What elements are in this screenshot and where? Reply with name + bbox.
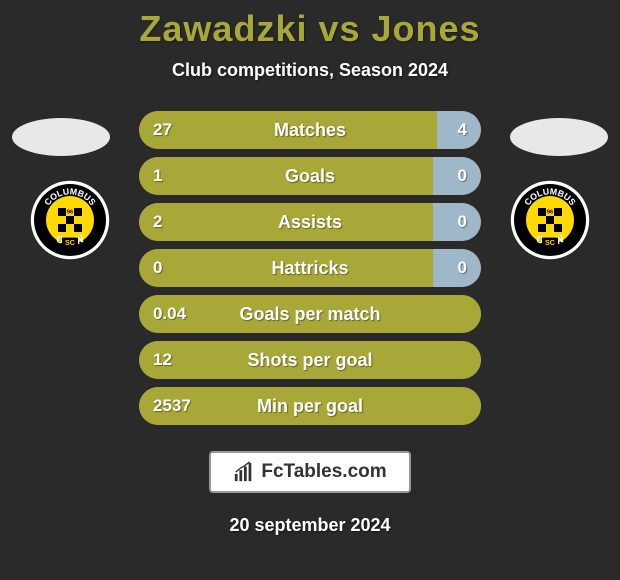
stat-label: Goals	[139, 166, 481, 187]
stat-value-right: 0	[458, 166, 467, 186]
subtitle: Club competitions, Season 2024	[172, 60, 448, 81]
player-avatar-left	[12, 118, 110, 156]
brand-badge: FcTables.com	[209, 451, 410, 493]
chart-icon	[233, 461, 255, 483]
svg-text:SC: SC	[545, 238, 555, 247]
stat-label: Assists	[139, 212, 481, 233]
svg-text:SC: SC	[65, 238, 75, 247]
stat-row: 2537Min per goal	[139, 387, 481, 425]
stat-row: 0Hattricks0	[139, 249, 481, 287]
brand-text: FcTables.com	[261, 461, 386, 483]
stat-row: 1Goals0	[139, 157, 481, 195]
stat-value-right: 0	[458, 258, 467, 278]
comparison-card: Zawadzki vs Jones Club competitions, Sea…	[0, 0, 620, 580]
stat-row: 2Assists0	[139, 203, 481, 241]
stats-list: 27Matches41Goals02Assists00Hattricks00.0…	[139, 111, 481, 425]
svg-text:96: 96	[547, 210, 553, 216]
stat-label: Min per goal	[139, 396, 481, 417]
stat-label: Matches	[139, 120, 481, 141]
page-title: Zawadzki vs Jones	[139, 8, 480, 50]
stat-value-right: 4	[458, 120, 467, 140]
stat-label: Hattricks	[139, 258, 481, 279]
stat-value-right: 0	[458, 212, 467, 232]
stat-label: Goals per match	[139, 304, 481, 325]
stat-row: 12Shots per goal	[139, 341, 481, 379]
player-avatar-right	[510, 118, 608, 156]
svg-text:96: 96	[67, 210, 73, 216]
club-logo-right: COLUMBUS CREW 96 SC	[510, 180, 590, 260]
stat-label: Shots per goal	[139, 350, 481, 371]
stat-row: 0.04Goals per match	[139, 295, 481, 333]
date-label: 20 september 2024	[229, 515, 390, 536]
stat-row: 27Matches4	[139, 111, 481, 149]
club-logo-left: COLUMBUS CREW 96 SC	[30, 180, 110, 260]
